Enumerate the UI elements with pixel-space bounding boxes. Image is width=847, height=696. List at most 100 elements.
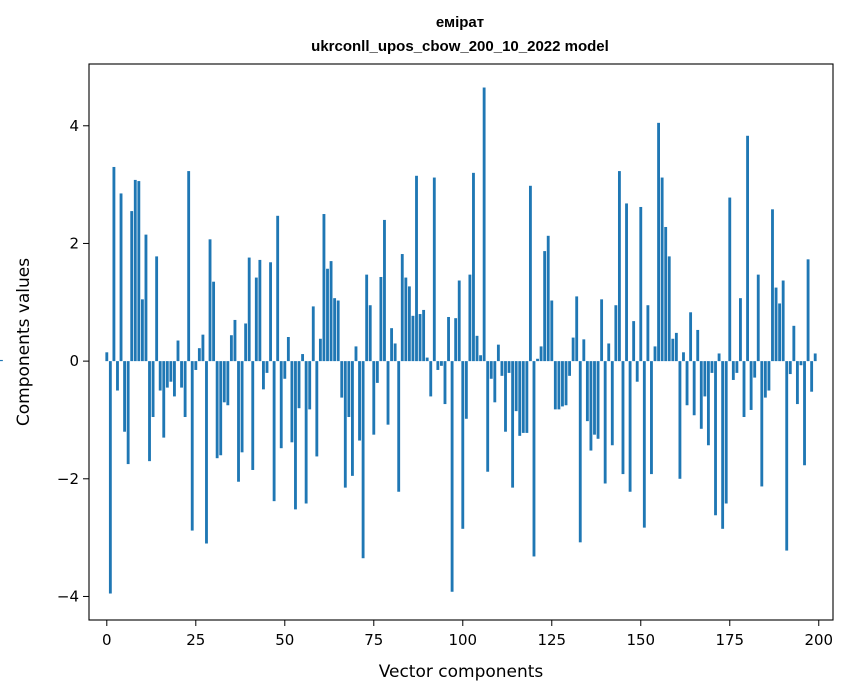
bar — [173, 361, 176, 397]
bar — [781, 280, 785, 362]
bar — [742, 361, 746, 418]
bar — [340, 361, 344, 398]
bar — [614, 305, 618, 362]
bar — [176, 340, 180, 362]
bar — [550, 300, 554, 362]
bar — [653, 346, 657, 362]
bar — [418, 314, 422, 362]
y-tick-label: −4 — [57, 587, 79, 605]
bar — [774, 287, 778, 362]
bar — [813, 353, 817, 362]
bar — [479, 355, 483, 362]
bar — [635, 361, 639, 382]
x-tick-label: 125 — [537, 631, 566, 649]
bar — [710, 361, 714, 373]
bar — [432, 177, 436, 362]
bar — [682, 352, 685, 362]
bar — [269, 262, 272, 362]
chart-subtitle: ukrconll_upos_cbow_200_10_2022 model — [311, 38, 609, 55]
bar — [329, 261, 333, 362]
bar — [461, 361, 465, 529]
x-tick-label: 175 — [715, 631, 744, 649]
x-axis-ticks: 0 25 50 75 100 125 150 175 200 — [102, 620, 833, 649]
bar — [753, 361, 757, 378]
bar — [443, 361, 447, 405]
bar — [212, 281, 216, 362]
bar — [482, 87, 486, 362]
bar — [518, 361, 522, 436]
bar — [262, 361, 265, 390]
bar — [678, 361, 682, 479]
bar — [400, 254, 404, 362]
bar — [504, 361, 507, 432]
y-tick-label: 2 — [69, 234, 79, 252]
x-tick-label: 25 — [186, 631, 205, 649]
bar — [358, 361, 361, 441]
bar — [158, 361, 162, 391]
x-tick-label: 100 — [448, 631, 477, 649]
bar — [180, 361, 183, 388]
bar — [553, 361, 557, 410]
bar — [660, 177, 664, 362]
bar — [706, 361, 710, 446]
bar — [169, 361, 173, 382]
bar — [657, 122, 660, 362]
bar — [703, 361, 707, 397]
plot-frame — [88, 63, 834, 621]
bar — [162, 361, 166, 438]
bar — [610, 361, 614, 446]
bar — [318, 338, 322, 362]
bar — [112, 166, 116, 362]
bar — [393, 343, 397, 362]
bar — [717, 353, 721, 362]
bar — [564, 361, 568, 406]
bar — [642, 361, 646, 528]
bar — [771, 209, 774, 362]
bar — [607, 343, 611, 362]
bar — [767, 361, 771, 391]
bar — [375, 361, 379, 383]
bar — [425, 357, 429, 362]
bar — [454, 318, 458, 362]
bar — [714, 361, 717, 516]
bar — [756, 274, 760, 362]
bar — [254, 277, 258, 362]
bar — [457, 280, 461, 362]
bar — [749, 361, 753, 410]
bar — [799, 361, 803, 366]
bar — [165, 361, 169, 388]
bar — [746, 135, 749, 362]
bar — [404, 277, 408, 362]
bar — [379, 276, 383, 362]
bar — [447, 316, 450, 362]
bar — [265, 361, 269, 373]
bar — [354, 346, 358, 362]
bar — [276, 215, 280, 362]
bar — [496, 344, 500, 362]
bar — [739, 298, 742, 362]
bar — [493, 361, 497, 403]
bar — [699, 361, 703, 429]
bar — [472, 172, 475, 362]
y-tick-label: 4 — [69, 117, 79, 135]
bar — [731, 361, 735, 380]
bar — [785, 361, 789, 551]
x-tick-label: 75 — [364, 631, 383, 649]
bar — [0, 359, 3, 362]
bar — [429, 361, 433, 397]
x-tick-label: 50 — [275, 631, 294, 649]
bar — [617, 171, 621, 362]
bar — [322, 214, 326, 362]
bar — [148, 361, 151, 462]
bar — [735, 361, 739, 373]
bar — [140, 299, 144, 362]
bar — [532, 361, 536, 557]
bar — [593, 361, 596, 435]
bar — [539, 346, 543, 362]
bar — [788, 361, 792, 375]
bar — [689, 312, 693, 362]
bar — [208, 239, 212, 362]
bar — [233, 319, 237, 362]
bar — [372, 361, 376, 435]
